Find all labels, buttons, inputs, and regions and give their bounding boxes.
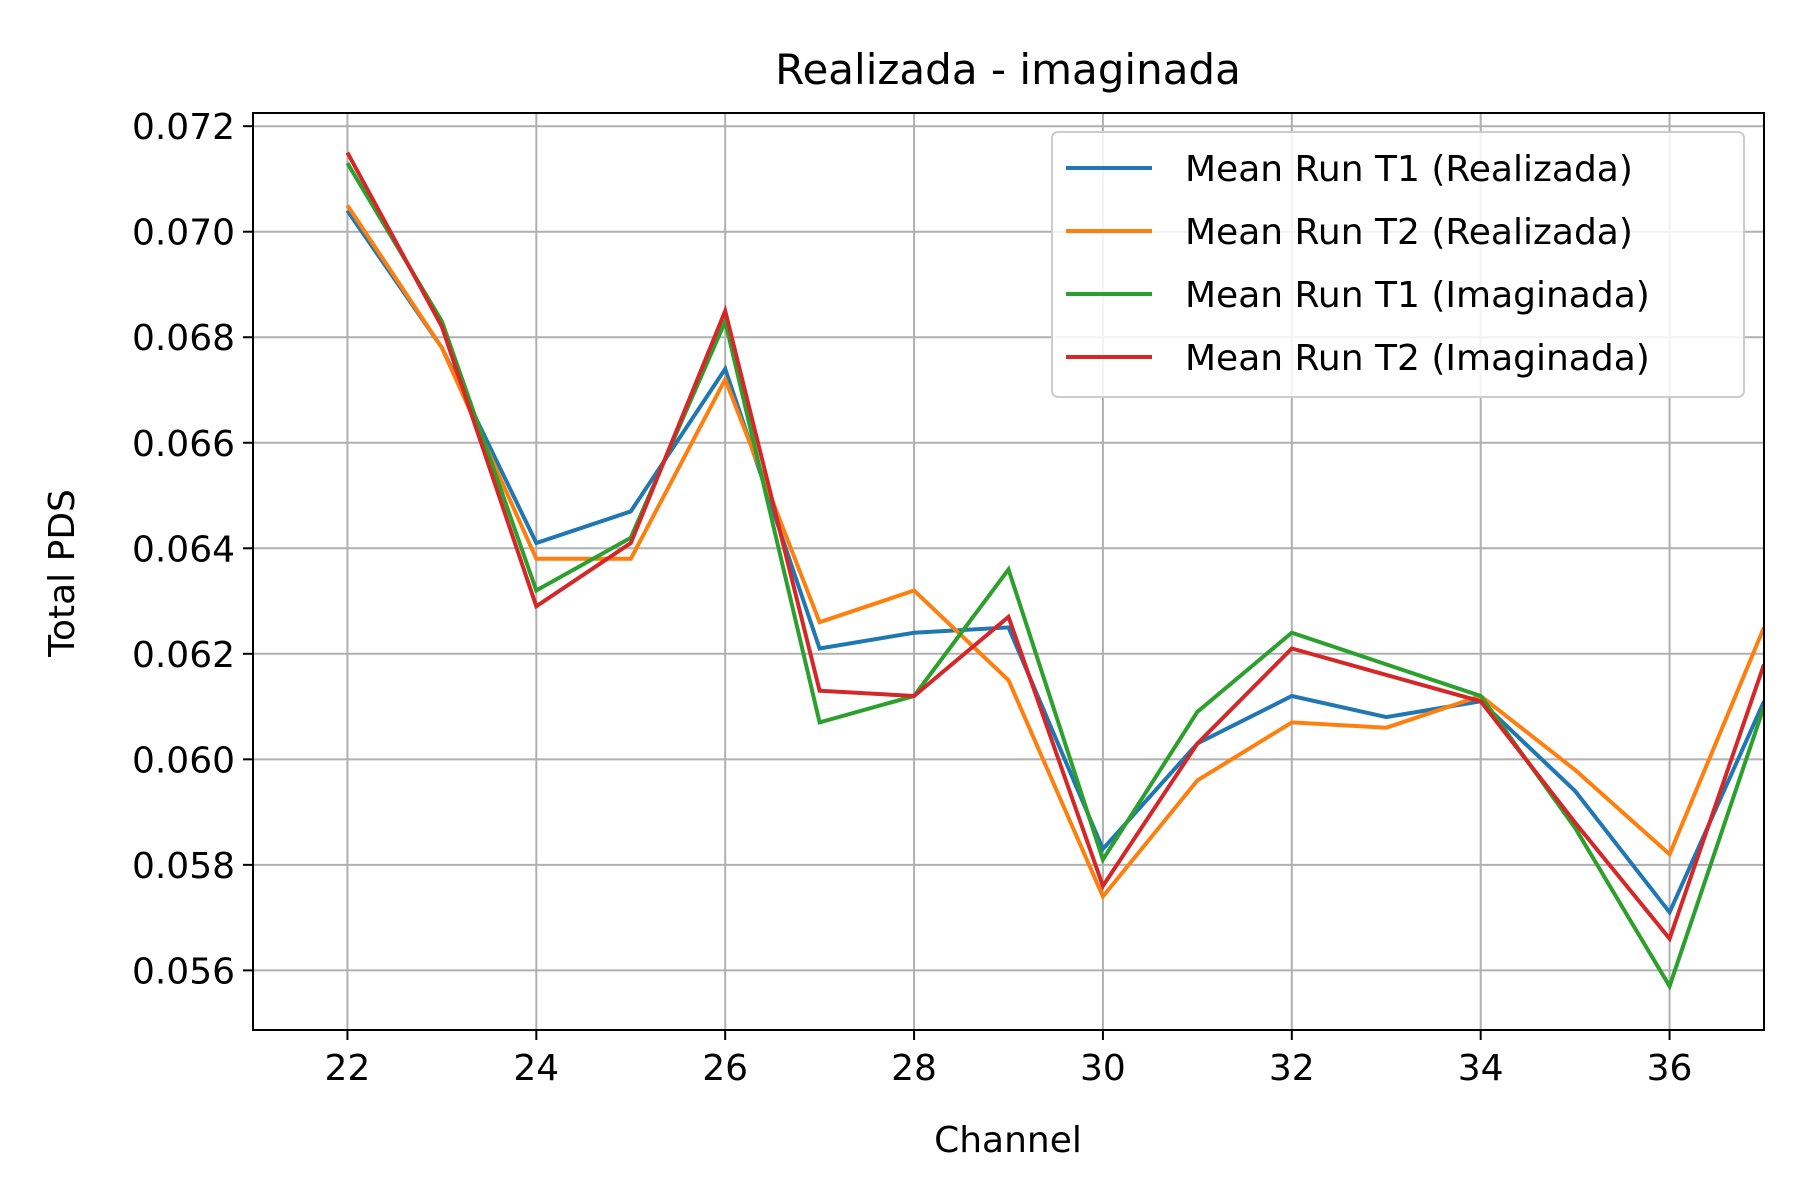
legend-box: [1051, 131, 1745, 398]
x-tick-label: 22: [325, 1048, 371, 1089]
y-axis-ticks: 0.056 0.058 0.060 0.062 0.064 0.066 0.068 0.070…: [132, 107, 253, 992]
x-tick-label: 24: [513, 1048, 559, 1089]
legend-label: Mean Run T1 (Realizada): [1185, 149, 1633, 190]
legend: Mean Run T1 (Realizada) Mean Run T2 (Real…: [1051, 131, 1745, 398]
chart-title: Realizada - imaginada: [775, 45, 1241, 94]
x-tick-label: 26: [702, 1048, 748, 1089]
y-tick-label: 0.068: [132, 318, 235, 359]
series-lines: [345, 151, 1764, 991]
y-axis-label: Total PDS: [42, 489, 83, 658]
x-tick-label: 34: [1458, 1048, 1504, 1089]
y-tick-label: 0.058: [132, 846, 235, 887]
x-tick-label: 32: [1269, 1048, 1315, 1089]
series-line-4: [345, 151, 1764, 943]
legend-label: Mean Run T2 (Imaginada): [1185, 338, 1650, 379]
x-tick-label: 28: [891, 1048, 937, 1089]
x-tick-label: 30: [1080, 1048, 1126, 1089]
x-axis-label: Channel: [934, 1120, 1082, 1161]
y-tick-label: 0.060: [132, 740, 235, 781]
plot-frame: [252, 112, 1765, 1031]
y-tick-label: 0.070: [132, 213, 235, 254]
y-tick-label: 0.064: [132, 529, 235, 570]
series-line-1: [345, 209, 1764, 917]
y-tick-label: 0.066: [132, 424, 235, 465]
x-tick-label: 36: [1647, 1048, 1693, 1089]
y-tick-label: 0.056: [132, 951, 235, 992]
series-line-2: [345, 204, 1764, 901]
legend-label: Mean Run T2 (Realizada): [1185, 212, 1633, 253]
legend-label: Mean Run T1 (Imaginada): [1185, 275, 1650, 316]
y-tick-label: 0.072: [132, 107, 235, 148]
x-axis-ticks: 22 24 26 28 30 32 34 36: [325, 1030, 1693, 1089]
y-tick-label: 0.062: [132, 635, 235, 676]
